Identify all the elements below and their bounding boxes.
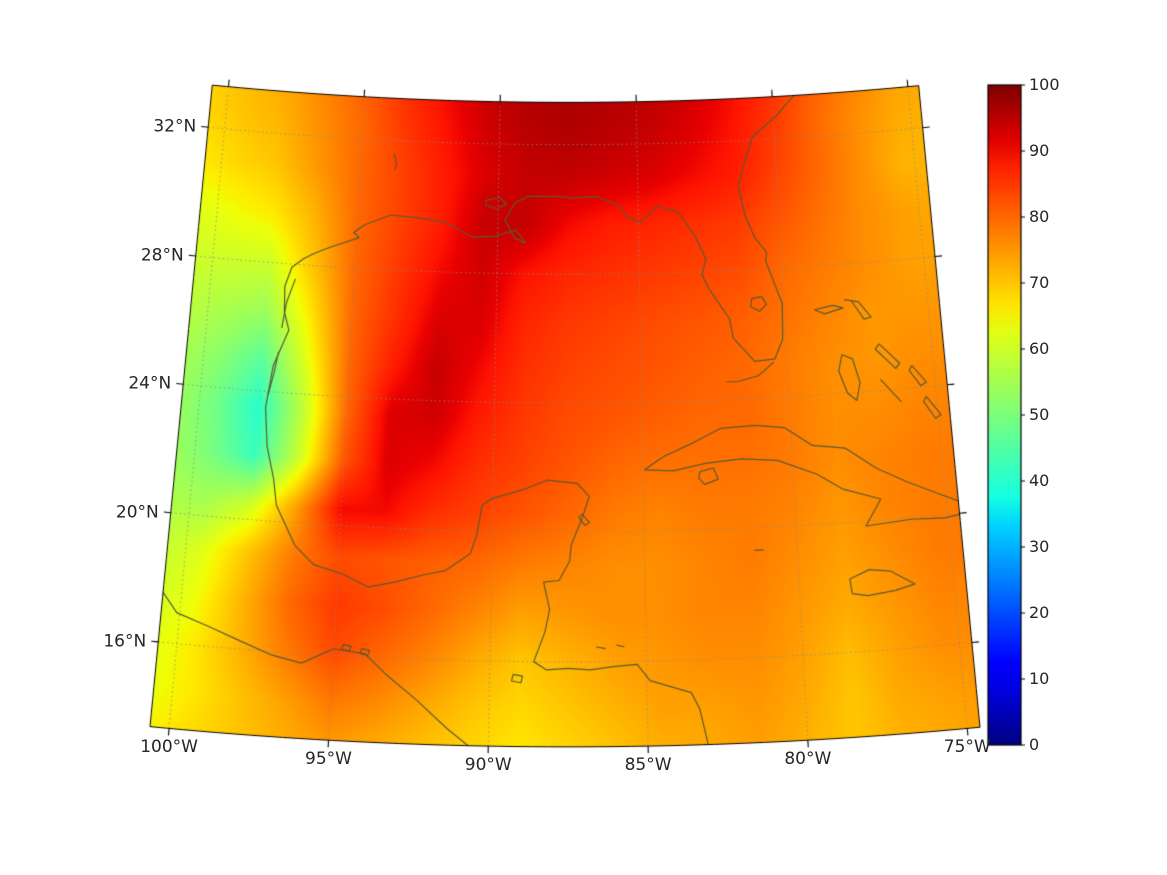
colorbar-tick-label: 70	[1029, 273, 1050, 292]
lat-tick-label: 16°N	[103, 631, 147, 652]
colorbar-tick-label: 0	[1029, 735, 1040, 754]
lon-tick-label: 85°W	[624, 755, 672, 776]
lon-tick-label: 80°W	[784, 749, 832, 770]
colorbar-tick-label: 30	[1029, 537, 1050, 556]
colorbar-tick-label: 60	[1029, 339, 1050, 358]
lon-tick-label: 95°W	[305, 749, 352, 770]
lat-tick-label: 28°N	[140, 245, 184, 266]
colorbar-tick-label: 80	[1029, 207, 1050, 226]
lon-tick-label: 90°W	[464, 755, 512, 776]
colorbar-tick-label: 40	[1029, 471, 1050, 490]
colorbar-tick-label: 20	[1029, 603, 1050, 622]
colorbar-tick-label: 10	[1029, 669, 1050, 688]
colorbar-tick-label: 50	[1029, 405, 1050, 424]
lat-tick-label: 24°N	[128, 373, 172, 394]
lat-tick-label: 32°N	[153, 116, 197, 137]
colorbar-tick-label: 90	[1029, 141, 1050, 160]
lon-tick-label: 100°W	[140, 737, 198, 758]
lon-tick-label: 75°W	[943, 737, 991, 758]
lat-tick-label: 20°N	[115, 502, 159, 523]
colorbar-tick-label: 100	[1029, 75, 1060, 94]
